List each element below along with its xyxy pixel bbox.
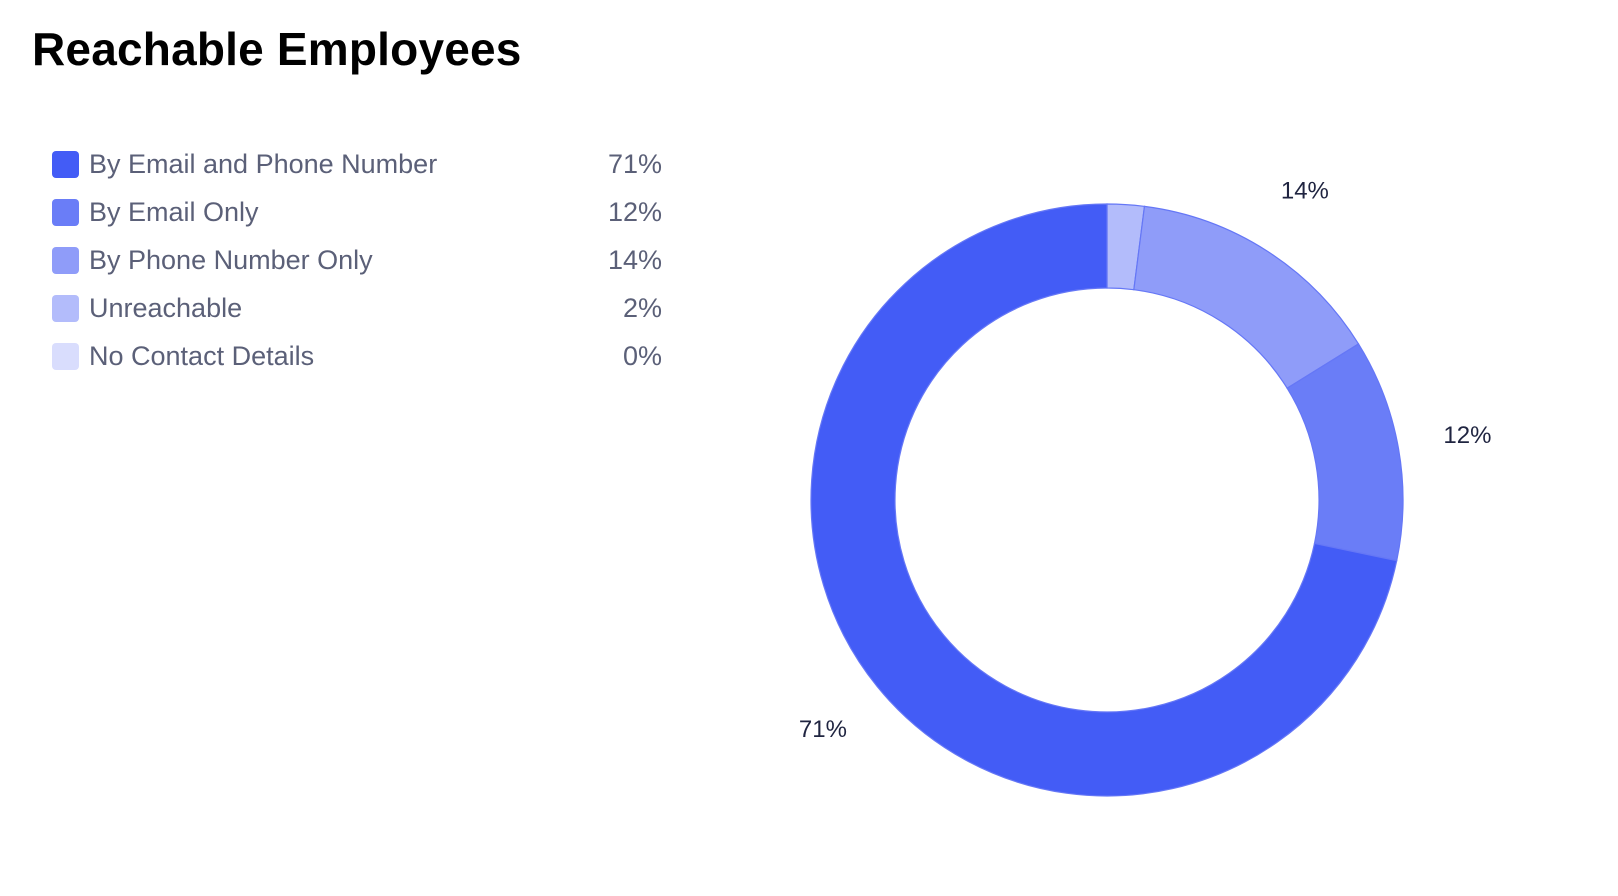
legend-item-email-and-phone[interactable]: By Email and Phone Number 71% bbox=[52, 140, 662, 188]
legend-label: By Email and Phone Number bbox=[89, 148, 438, 179]
legend-value: 71% bbox=[607, 148, 662, 179]
donut-slice-1[interactable] bbox=[1286, 343, 1404, 562]
legend-swatch bbox=[52, 246, 79, 274]
legend-label: By Phone Number Only bbox=[89, 244, 373, 275]
legend-label: Unreachable bbox=[89, 292, 243, 323]
legend-item-email-only[interactable]: By Email Only 12% bbox=[52, 188, 662, 236]
legend-value: 0% bbox=[622, 340, 662, 371]
legend-swatch bbox=[52, 198, 79, 226]
legend-label: No Contact Details bbox=[89, 340, 315, 371]
legend-swatch bbox=[52, 294, 79, 322]
data-label-1: 12% bbox=[1443, 422, 1491, 449]
legend-item-phone-only[interactable]: By Phone Number Only 14% bbox=[52, 236, 662, 284]
legend-value: 2% bbox=[622, 292, 662, 323]
legend-value: 12% bbox=[607, 196, 662, 227]
legend-swatch bbox=[52, 150, 79, 178]
data-label-2: 14% bbox=[1281, 177, 1329, 204]
legend-item-unreachable[interactable]: Unreachable 2% bbox=[52, 284, 662, 332]
chart-legend: By Email and Phone Number 71% By Email O… bbox=[52, 140, 662, 380]
legend-swatch bbox=[52, 342, 79, 370]
page-title: Reachable Employees bbox=[32, 23, 522, 75]
legend-value: 14% bbox=[607, 244, 662, 275]
legend-label: By Email Only bbox=[89, 196, 259, 227]
donut-slice-0[interactable] bbox=[810, 203, 1398, 797]
donut-slice-3[interactable] bbox=[1106, 203, 1146, 291]
data-label-0: 71% bbox=[799, 716, 847, 743]
legend-item-no-contact-details[interactable]: No Contact Details 0% bbox=[52, 332, 662, 380]
donut-slice-2[interactable] bbox=[1133, 205, 1360, 390]
